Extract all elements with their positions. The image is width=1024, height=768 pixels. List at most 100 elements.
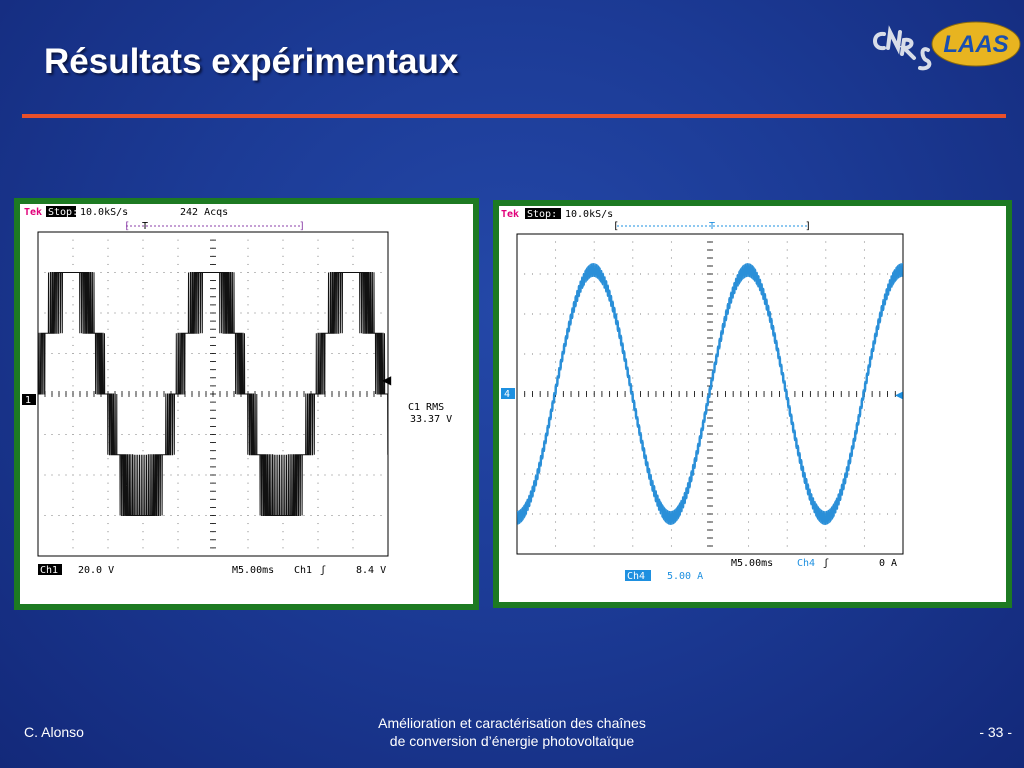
grid-dot (786, 313, 788, 315)
grid-dot (555, 377, 557, 379)
grid-dot (142, 401, 144, 403)
grid-dot (778, 273, 780, 275)
grid-dot (786, 457, 788, 459)
grid-dot (570, 353, 572, 355)
grid-dot (632, 537, 634, 539)
grid-dot (289, 353, 291, 354)
grid-dot (205, 434, 207, 435)
grid-dot (578, 353, 580, 355)
grid-dot (163, 474, 165, 476)
grid-dot (352, 482, 354, 484)
grid-dot (268, 434, 270, 435)
grid-dot (121, 272, 123, 273)
grid-dot (632, 273, 634, 275)
scope2-record-left: [ (613, 221, 619, 232)
grid-dot (72, 263, 74, 265)
grid-dot (670, 305, 672, 307)
grid-dot (72, 417, 74, 419)
grid-dot (555, 305, 557, 307)
grid-dot (282, 450, 284, 452)
grid-dot (748, 329, 750, 331)
grid-dot (107, 336, 109, 338)
grid-dot (632, 265, 634, 267)
grid-dot (863, 321, 865, 323)
grid-dot (856, 353, 858, 355)
grid-dot (670, 353, 672, 355)
grid-dot (142, 547, 144, 549)
grid-dot (786, 257, 788, 259)
grid-dot (142, 320, 144, 322)
grid-dot (72, 344, 74, 346)
grid-dot (778, 473, 780, 475)
grid-dot (578, 473, 580, 475)
grid-dot (261, 272, 263, 273)
scope2-ch4-trace (517, 263, 904, 526)
grid-dot (317, 523, 319, 525)
grid-dot (352, 312, 354, 314)
grid-dot (786, 465, 788, 467)
grid-dot (177, 482, 179, 484)
grid-dot (748, 297, 750, 299)
grid-dot (670, 441, 672, 443)
grid-dot (352, 474, 354, 476)
grid-dot (809, 273, 811, 275)
grid-dot (268, 272, 270, 273)
grid-dot (282, 353, 284, 354)
grid-dot (670, 265, 672, 267)
scope1-ch-label-bg (38, 564, 62, 575)
grid-dot (863, 249, 865, 251)
grid-dot (539, 433, 541, 435)
grid-dot (72, 434, 74, 435)
grid-dot (763, 273, 765, 275)
grid-dot (219, 353, 221, 354)
grid-dot (317, 312, 319, 314)
scope1-trig-slope: ʃ (320, 565, 326, 576)
grid-dot (51, 353, 53, 354)
grid-dot (352, 304, 354, 306)
grid-dot (191, 474, 193, 476)
grid-dot (640, 353, 642, 355)
grid-dot (879, 353, 881, 355)
grid-dot (570, 513, 572, 515)
grid-dot (794, 313, 796, 315)
grid-dot (670, 241, 672, 243)
grid-dot (58, 353, 60, 354)
grid-dot (142, 255, 144, 257)
grid-dot (107, 474, 109, 476)
grid-dot (609, 513, 611, 515)
scope1-state-bg (46, 206, 76, 217)
grid-dot (261, 312, 263, 314)
grid-dot (149, 312, 151, 314)
grid-dot (694, 313, 696, 315)
grid-dot (879, 473, 881, 475)
grid-dot (142, 523, 144, 525)
grid-dot (825, 345, 827, 347)
grid-dot (771, 313, 773, 315)
grid-dot (778, 433, 780, 435)
grid-dot (717, 433, 719, 435)
grid-dot (863, 265, 865, 267)
grid-dot (670, 457, 672, 459)
grid-dot (833, 273, 835, 275)
grid-dot (778, 513, 780, 515)
scope2-display: Tek Stop: 10.0kS/s [ ] T 4 ◀ M5.00ms Ch4… (501, 208, 904, 582)
grid-dot (352, 369, 354, 371)
grid-dot (809, 513, 811, 515)
grid-dot (833, 313, 835, 315)
grid-dot (107, 531, 109, 533)
grid-dot (732, 313, 734, 315)
grid-dot (163, 272, 165, 273)
grid-dot (593, 305, 595, 307)
grid-dot (177, 247, 179, 249)
grid-dot (539, 353, 541, 355)
grid-dot (198, 353, 200, 354)
grid-dot (107, 353, 109, 354)
page-number: - 33 - (979, 724, 1012, 740)
grid-dot (44, 434, 46, 435)
grid-dot (740, 513, 742, 515)
grid-dot (317, 328, 319, 330)
grid-dot (555, 241, 557, 243)
grid-dot (142, 247, 144, 249)
grid-dot (233, 434, 235, 435)
grid-dot (755, 473, 757, 475)
